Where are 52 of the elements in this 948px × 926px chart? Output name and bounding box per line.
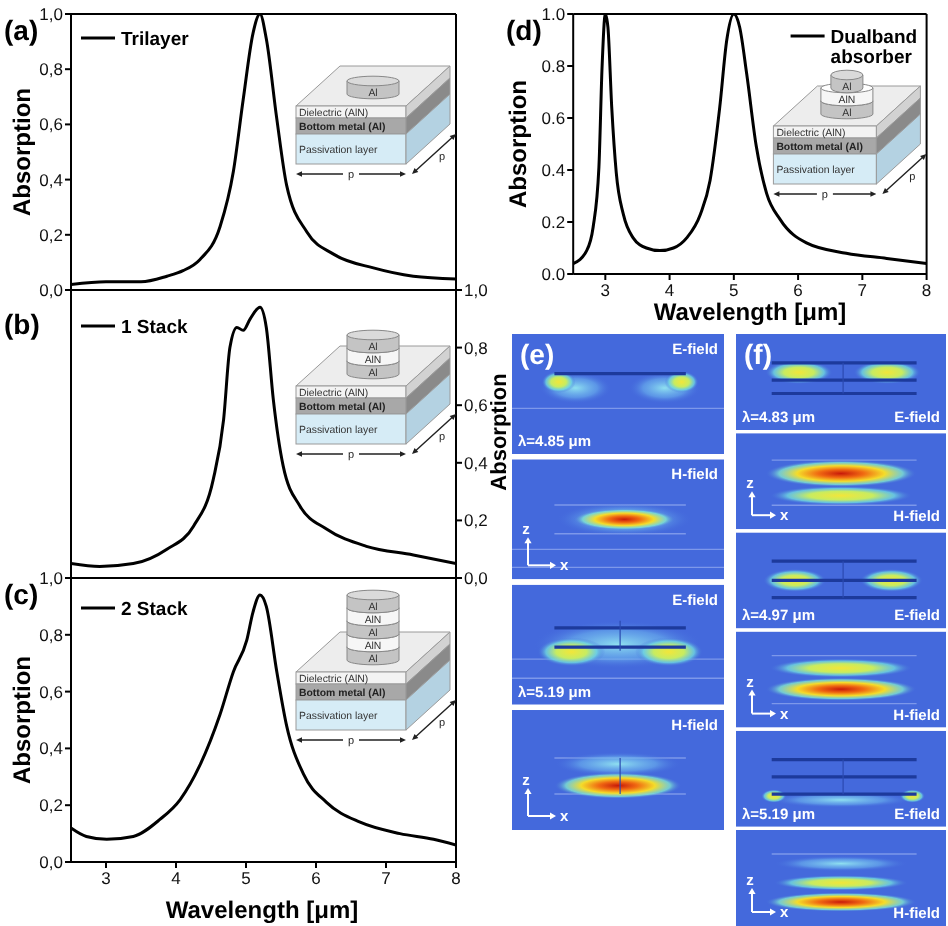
y-tick-label: 0.0 [541, 264, 566, 285]
y-tick-label: 0,8 [39, 624, 64, 645]
y-tick-label: 0,4 [39, 169, 64, 190]
x-axis-title: Wavelength [μm] [165, 896, 359, 924]
legend-label: 2 Stack [121, 599, 189, 621]
y-tick-label: 0,0 [39, 280, 64, 301]
legend-label: 1 Stack [121, 317, 189, 339]
y-tick-label: 1,0 [464, 280, 489, 301]
x-tick-label: 5 [241, 868, 252, 889]
x-tick-label: 6 [311, 868, 322, 889]
y-tick-label: 0,2 [39, 224, 64, 245]
x-tick-label: 4 [664, 280, 675, 301]
x-tick-label: 3 [101, 868, 112, 889]
y-axis-title: Absorption [504, 80, 532, 208]
y-tick-label: 0,8 [464, 337, 489, 358]
y-tick-label: 1.0 [541, 4, 566, 25]
y-tick-label: 1,0 [39, 568, 64, 589]
y-axis-title: Absorption [488, 372, 512, 491]
y-tick-label: 0,0 [464, 568, 489, 589]
chart-title: (c) [4, 578, 39, 610]
y-tick-label: 0,8 [39, 59, 64, 80]
x-axis-title: Wavelength [μm] [653, 298, 847, 326]
x-tick-label: 8 [451, 868, 462, 889]
x-tick-label: 7 [857, 280, 868, 301]
y-tick-label: 0.2 [541, 212, 566, 233]
y-tick-label: 0,2 [39, 795, 64, 816]
x-tick-label: 6 [793, 280, 804, 301]
y-axis-title: Absorption [8, 88, 36, 216]
legend-label: Dualband absorber [830, 27, 918, 69]
y-tick-label: 0,6 [464, 395, 489, 416]
y-tick-label: 0,2 [464, 510, 489, 531]
text: (e) [520, 338, 555, 370]
chart-title: (a) [4, 14, 39, 46]
y-tick-label: 0,6 [39, 114, 64, 135]
chart-title: (d) [506, 14, 542, 46]
x-tick-label: 8 [921, 280, 932, 301]
y-tick-label: 1,0 [39, 4, 64, 25]
y-tick-label: 0.4 [541, 160, 566, 181]
text: (b) [4, 308, 40, 340]
y-tick-label: 0,4 [39, 738, 64, 759]
x-tick-label: 3 [600, 280, 611, 301]
y-tick-label: 0,0 [39, 852, 64, 873]
y-tick-label: 0,6 [39, 681, 64, 702]
legend-label: Trilayer [121, 29, 190, 51]
y-tick-label: 0.8 [541, 56, 566, 77]
x-tick-label: 5 [729, 280, 740, 301]
x-tick-label: 7 [381, 868, 392, 889]
text: (f) [744, 338, 772, 370]
y-axis-title: Absorption [8, 656, 36, 784]
y-tick-label: 0.6 [541, 108, 566, 129]
x-tick-label: 4 [171, 868, 182, 889]
y-tick-label: 0,4 [464, 452, 489, 473]
